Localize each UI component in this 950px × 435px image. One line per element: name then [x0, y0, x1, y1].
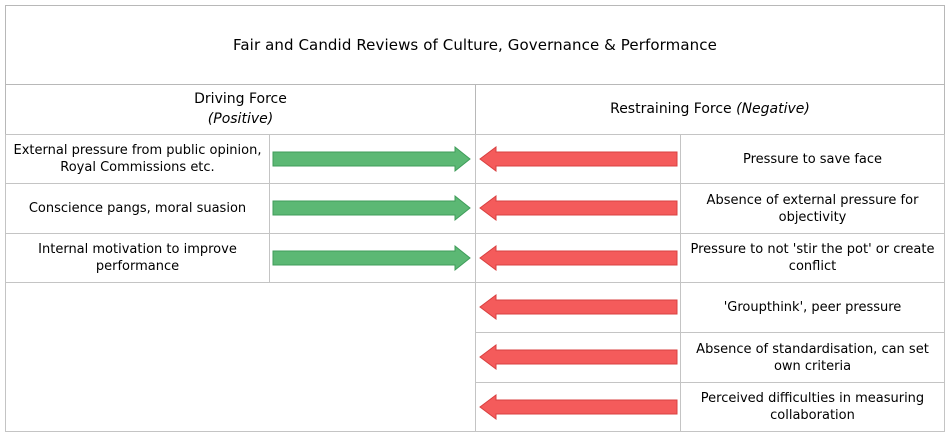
restraining-arrow	[479, 195, 678, 221]
left-arrow-shape	[479, 294, 678, 320]
left-arrow-shape	[479, 394, 678, 420]
driving-force-heading: Driving Force	[194, 91, 287, 107]
driving-force-item: External pressure from public opinion, R…	[5, 134, 270, 184]
restraining-arrow-cell	[475, 383, 681, 432]
restraining-arrow-cell	[475, 283, 681, 333]
restraining-arrow	[479, 245, 678, 271]
restraining-force-header: Restraining Force (Negative)	[475, 84, 945, 135]
left-arrow-shape	[479, 146, 678, 172]
restraining-arrow	[479, 146, 678, 172]
restraining-force-item: Absence of external pressure for objecti…	[680, 184, 945, 234]
left-arrow-shape	[479, 245, 678, 271]
restraining-arrow-cell	[475, 134, 681, 184]
driving-force-item: Conscience pangs, moral suasion	[5, 184, 270, 234]
restraining-force-subheading: (Negative)	[736, 101, 810, 117]
driving-arrow	[272, 244, 471, 272]
driving-arrow-cell	[270, 234, 476, 283]
driving-force-subheading: (Positive)	[207, 111, 274, 127]
restraining-arrow-cell	[475, 333, 681, 383]
restraining-force-item: Pressure to not 'stir the pot' or create…	[680, 234, 945, 283]
driving-force-item: Internal motivation to improve performan…	[5, 234, 270, 283]
driving-arrow-cell	[270, 134, 476, 184]
restraining-arrow-cell	[475, 184, 681, 234]
driving-arrow	[272, 194, 471, 222]
driving-arrow	[272, 145, 471, 173]
driving-arrow-cell	[270, 184, 476, 234]
diagram-title: Fair and Candid Reviews of Culture, Gove…	[5, 5, 945, 85]
restraining-force-item: 'Groupthink', peer pressure	[680, 283, 945, 333]
right-arrow-shape	[272, 194, 471, 222]
left-arrow-shape	[479, 195, 678, 221]
restraining-force-item: Pressure to save face	[680, 134, 945, 184]
restraining-force-item: Absence of standardisation, can set own …	[680, 333, 945, 383]
restraining-force-heading: Restraining Force	[610, 101, 732, 117]
restraining-arrow	[479, 294, 678, 320]
restraining-arrow-cell	[475, 234, 681, 283]
restraining-force-item: Perceived difficulties in measuring coll…	[680, 383, 945, 432]
right-arrow-shape	[272, 145, 471, 173]
driving-force-header: Driving Force (Positive)	[5, 84, 476, 135]
empty-driving-area	[5, 282, 476, 432]
restraining-arrow	[479, 344, 678, 370]
left-arrow-shape	[479, 344, 678, 370]
restraining-arrow	[479, 394, 678, 420]
right-arrow-shape	[272, 244, 471, 272]
